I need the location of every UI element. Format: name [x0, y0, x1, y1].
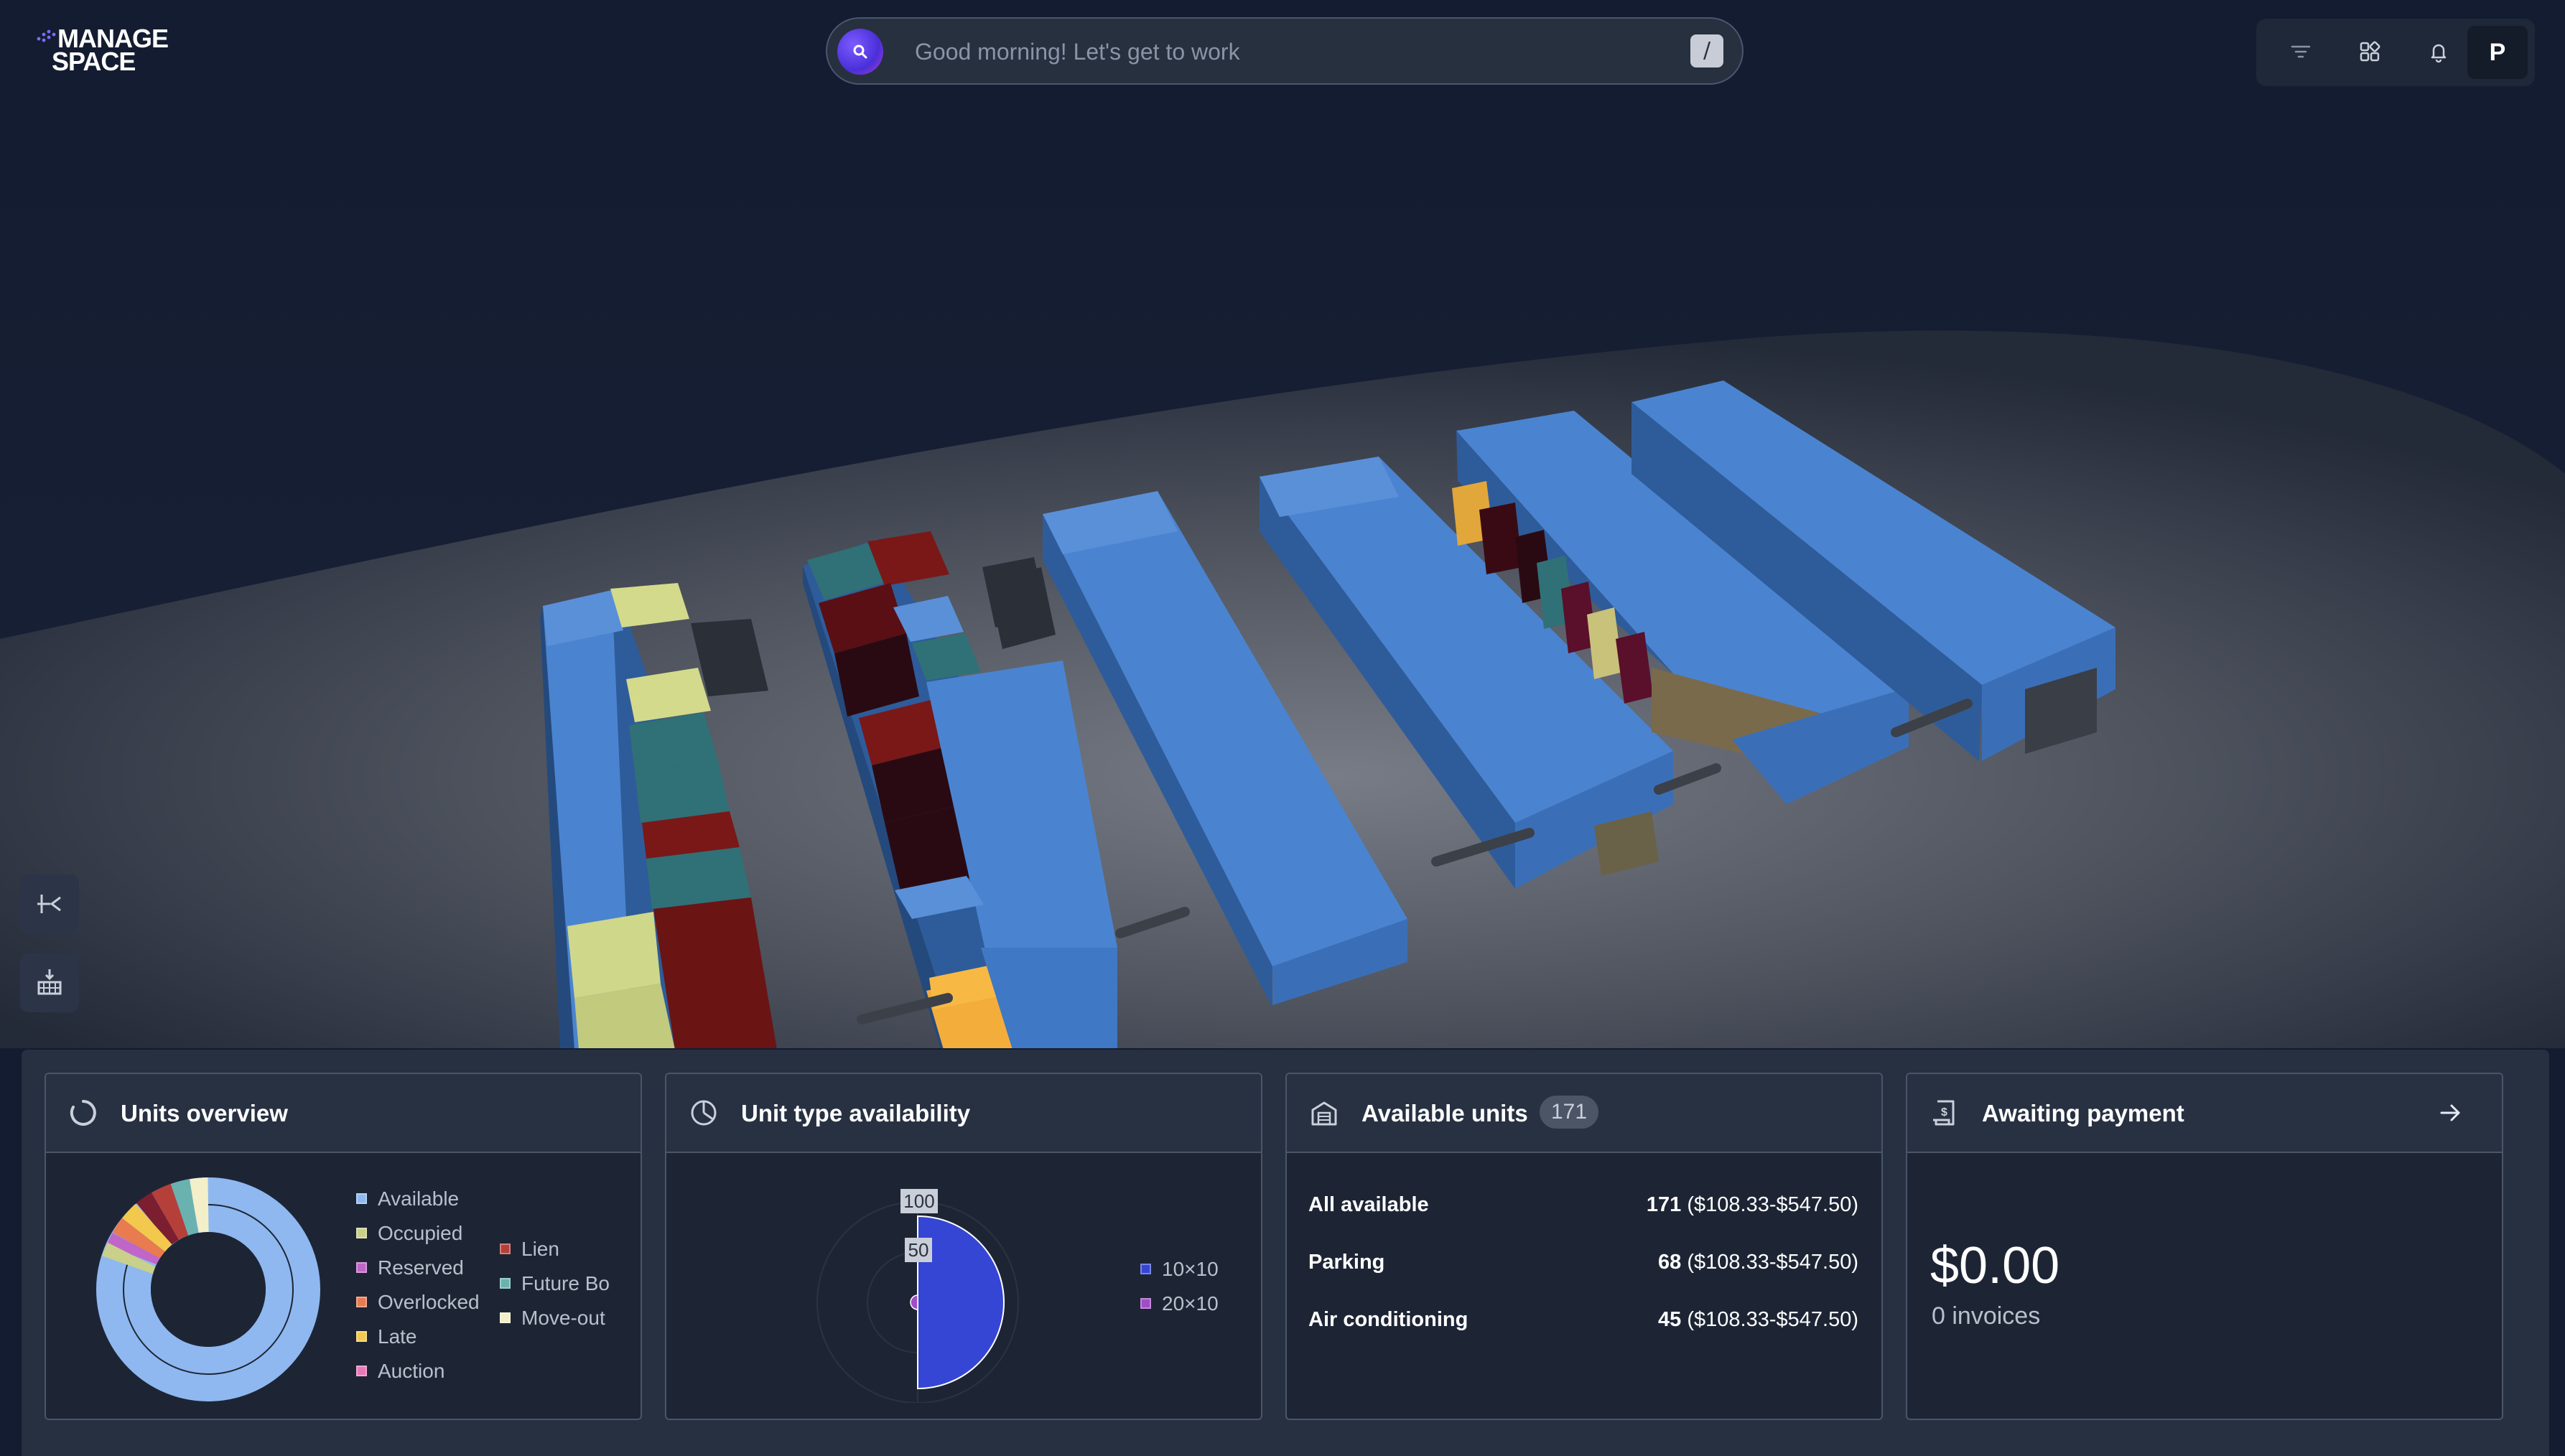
- available-row-parking[interactable]: Parking 68 ($108.33-$547.50): [1308, 1251, 1858, 1274]
- logo-line-2: SPACE: [52, 47, 136, 76]
- building-4[interactable]: [1260, 457, 1673, 889]
- donut-reserved: [106, 1233, 161, 1266]
- donut-move-out: [189, 1177, 210, 1233]
- building-6[interactable]: [1631, 381, 2115, 761]
- donut-lien: [152, 1184, 190, 1241]
- search-bar[interactable]: Good morning! Let's get to work /: [826, 17, 1744, 85]
- warehouse-icon: [1311, 1101, 1337, 1126]
- card-title: Units overview: [121, 1100, 288, 1126]
- building-2[interactable]: [803, 531, 1117, 1048]
- building-1[interactable]: [540, 583, 777, 1048]
- card-header: $ Awaiting payment: [1907, 1074, 2502, 1153]
- card-title: Available units: [1361, 1100, 1528, 1126]
- units-overview-card[interactable]: Units overview Available Occupied Reserv…: [45, 1073, 642, 1420]
- floor-plan-button[interactable]: [20, 953, 79, 1012]
- available-count-badge: 171: [1540, 1096, 1599, 1129]
- card-title: Unit type availability: [741, 1100, 971, 1126]
- tick-label-100: 100: [903, 1190, 934, 1212]
- card-header: Available units 171: [1287, 1074, 1881, 1153]
- svg-text:$: $: [1941, 1106, 1947, 1119]
- donut-overlocked: [112, 1218, 166, 1260]
- logo-line-1: MANAGE: [57, 24, 169, 53]
- invoice-count: 0 invoices: [1932, 1302, 2041, 1330]
- loading-ramps: [857, 699, 1973, 1025]
- availability-polar-chart: 100 50: [816, 1189, 1019, 1403]
- card-header: Units overview: [46, 1074, 641, 1153]
- collapse-view-button[interactable]: [20, 874, 79, 933]
- awaiting-amount: $0.00: [1930, 1237, 2060, 1294]
- available-row-all[interactable]: All available 171 ($108.33-$547.50): [1308, 1193, 1858, 1216]
- app-logo[interactable]: MANAGE SPACE: [36, 26, 201, 78]
- units-donut-chart: [96, 1177, 320, 1401]
- available-units-card[interactable]: Available units 171 All available 171 ($…: [1285, 1073, 1883, 1420]
- donut-late: [122, 1203, 173, 1253]
- available-row-air-conditioning[interactable]: Air conditioning 45 ($108.33-$547.50): [1308, 1308, 1858, 1331]
- polar-slice-10x10: [917, 1215, 1005, 1390]
- arrow-right-icon[interactable]: [2436, 1098, 2464, 1127]
- widgets-icon[interactable]: [2347, 29, 2393, 75]
- card-header: Unit type availability: [666, 1074, 1261, 1153]
- top-toolbar: P: [2256, 19, 2535, 86]
- dashboard-panel: Units overview Available Occupied Reserv…: [22, 1050, 2549, 1456]
- user-avatar[interactable]: P: [2467, 26, 2528, 79]
- unit-type-availability-card[interactable]: Unit type availability 100 50 10×10 20×1…: [665, 1073, 1262, 1420]
- loading-ring-icon: [70, 1100, 96, 1126]
- site-map-3d[interactable]: [0, 101, 2565, 1048]
- pie-chart-icon: [691, 1100, 717, 1126]
- building-5[interactable]: [1452, 411, 1909, 804]
- donut-future-bo: [170, 1179, 199, 1236]
- logo-dots-icon: [37, 29, 56, 42]
- donut-lien-2: [136, 1193, 180, 1246]
- awaiting-payment-card[interactable]: $ Awaiting payment $0.00 0 invoices: [1906, 1073, 2503, 1420]
- building-3[interactable]: [982, 491, 1407, 1005]
- donut-occupied: [102, 1242, 157, 1275]
- filter-icon[interactable]: [2278, 29, 2324, 75]
- card-title: Awaiting payment: [1982, 1100, 2184, 1126]
- bell-icon[interactable]: [2416, 29, 2462, 75]
- tick-label-50: 50: [908, 1239, 929, 1261]
- search-icon[interactable]: [837, 29, 883, 75]
- search-input[interactable]: Good morning! Let's get to work: [915, 39, 1240, 65]
- invoice-icon: $: [1933, 1100, 1955, 1126]
- polar-slice-20x10: [910, 1294, 918, 1310]
- search-shortcut-key: /: [1690, 34, 1723, 67]
